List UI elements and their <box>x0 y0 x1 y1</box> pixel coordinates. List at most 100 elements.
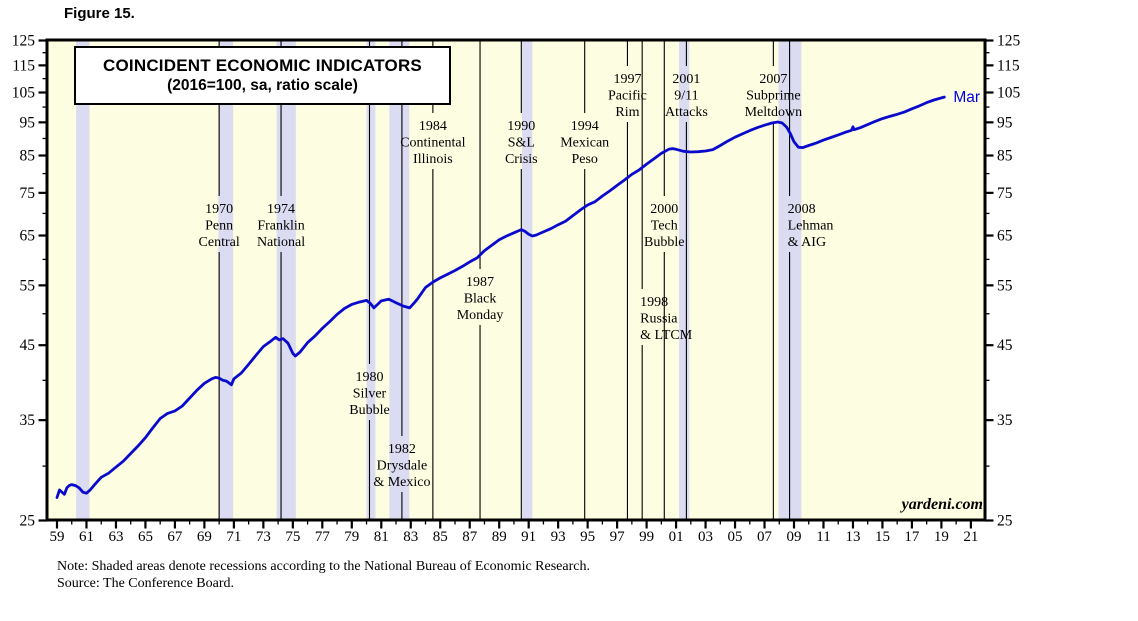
x-axis-tick-label: 13 <box>845 529 860 545</box>
y-axis-tick-label: 25 <box>997 513 1013 530</box>
y-axis-tick-label: 45 <box>997 337 1013 354</box>
figure-label: Figure 15. <box>64 5 135 22</box>
event-label: 1990 <box>507 119 535 134</box>
recession-band <box>366 40 376 520</box>
y-axis-tick-label: 75 <box>997 185 1013 202</box>
x-axis-tick-label: 75 <box>285 529 300 545</box>
x-axis-tick-label: 19 <box>934 529 949 545</box>
event-label: Illinois <box>413 152 453 167</box>
recession-band <box>276 40 296 520</box>
recession-band <box>679 40 690 520</box>
event-label: Central <box>199 235 240 250</box>
x-axis-tick-label: 83 <box>403 529 418 545</box>
event-label: Rim <box>615 105 639 120</box>
event-label: & Mexico <box>373 475 430 490</box>
event-label: Bubble <box>349 403 389 418</box>
x-axis-tick-label: 85 <box>433 529 448 545</box>
x-axis-tick-label: 15 <box>875 529 890 545</box>
x-axis-tick-label: 05 <box>728 529 743 545</box>
x-axis-tick-label: 07 <box>757 529 773 545</box>
event-label: Tech <box>651 219 678 234</box>
x-axis-tick-label: 93 <box>551 529 566 545</box>
event-label: Monday <box>457 308 504 323</box>
event-label: Bubble <box>644 235 684 250</box>
event-label: 2000 <box>650 202 678 217</box>
event-label: Penn <box>205 219 233 234</box>
chart-title: COINCIDENT ECONOMIC INDICATORS <box>103 56 422 75</box>
x-axis-tick-label: 95 <box>580 529 595 545</box>
y-axis-tick-label: 65 <box>20 228 36 245</box>
event-label: Continental <box>400 136 465 151</box>
recession-band <box>389 40 410 520</box>
x-axis-tick-label: 97 <box>610 529 626 545</box>
y-axis-tick-label: 95 <box>997 114 1013 131</box>
y-axis-tick-label: 115 <box>12 57 35 74</box>
note-source: Source: The Conference Board. <box>57 575 235 591</box>
event-label: & AIG <box>788 235 827 250</box>
y-axis-tick-label: 95 <box>20 114 36 131</box>
note-recessions: Note: Shaded areas denote recessions acc… <box>57 559 590 574</box>
event-label: 1997 <box>613 72 641 87</box>
event-label: S&L <box>508 136 535 151</box>
event-label: 2007 <box>759 72 787 87</box>
chart-notes: Note: Shaded areas denote recessions acc… <box>57 559 590 592</box>
x-axis-tick-label: 21 <box>963 529 978 545</box>
y-axis-tick-label: 65 <box>997 228 1013 245</box>
event-label: Crisis <box>505 152 538 167</box>
x-axis-tick-label: 79 <box>344 529 359 545</box>
x-axis-tick-label: 01 <box>669 529 684 545</box>
plot-frame <box>45 38 987 522</box>
x-axis-tick-label: 89 <box>492 529 507 545</box>
y-axis-tick-label: 55 <box>20 277 36 294</box>
event-label: 9/11 <box>674 89 698 104</box>
event-label: National <box>257 235 305 250</box>
event-label: Meltdown <box>745 105 803 120</box>
event-label: 1994 <box>571 119 599 134</box>
chart-subtitle: (2016=100, sa, ratio scale) <box>167 77 358 94</box>
x-axis-tick-label: 77 <box>315 529 331 545</box>
x-axis-tick-label: 71 <box>226 529 241 545</box>
event-label: 2001 <box>672 72 700 87</box>
y-axis-tick-label: 45 <box>20 337 36 354</box>
x-axis-tick-label: 81 <box>374 529 389 545</box>
event-label: & LTCM <box>640 328 693 343</box>
y-axis-tick-label: 125 <box>12 33 36 50</box>
event-label: Drysdale <box>377 459 428 474</box>
y-axis-tick-label: 85 <box>997 148 1013 165</box>
event-label: Silver <box>353 387 387 402</box>
series-end-label: Mar <box>953 89 980 106</box>
event-label: 1984 <box>419 119 447 134</box>
event-label: Russia <box>640 312 678 327</box>
y-axis-tick-label: 35 <box>997 412 1013 429</box>
recession-band <box>76 40 90 520</box>
event-label: 1998 <box>640 295 668 310</box>
event-label: Mexican <box>560 136 609 151</box>
x-axis-tick-label: 63 <box>108 529 123 545</box>
y-axis-tick-label: 105 <box>12 84 36 101</box>
y-axis-tick-label: 105 <box>997 84 1021 101</box>
x-axis-tick-label: 69 <box>197 529 212 545</box>
x-axis-tick-label: 61 <box>79 529 94 545</box>
plot-background <box>47 40 985 520</box>
x-axis-tick-label: 59 <box>50 529 65 545</box>
x-axis-tick-label: 65 <box>138 529 153 545</box>
series-line <box>55 95 946 499</box>
event-label: 1982 <box>388 442 416 457</box>
event-label: Peso <box>571 152 597 167</box>
y-axis-tick-label: 115 <box>997 57 1020 74</box>
event-label: Franklin <box>257 219 304 234</box>
y-axis-tick-label: 55 <box>997 277 1013 294</box>
event-label: Lehman <box>788 219 834 234</box>
event-label: 1987 <box>466 275 494 290</box>
x-axis-tick-label: 99 <box>639 529 654 545</box>
x-axis-tick-label: 09 <box>787 529 802 545</box>
event-label: Subprime <box>746 89 800 104</box>
x-axis-tick-label: 91 <box>521 529 536 545</box>
x-axis-tick-label: 11 <box>816 529 830 545</box>
recession-band <box>522 40 533 520</box>
y-axis-tick-label: 35 <box>20 412 36 429</box>
x-axis-tick-label: 03 <box>698 529 713 545</box>
x-axis-tick-label: 87 <box>462 529 478 545</box>
